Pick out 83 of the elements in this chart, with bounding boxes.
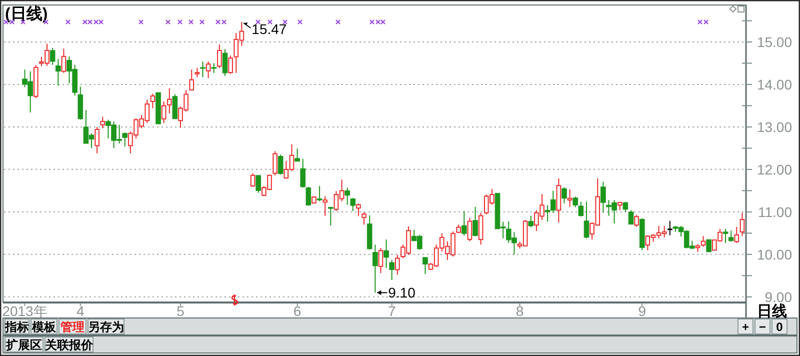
candlestick bbox=[395, 254, 400, 276]
candlestick bbox=[300, 158, 306, 188]
text: 扩展区 bbox=[5, 338, 42, 352]
y-tick-label: 10.00 bbox=[756, 246, 792, 262]
candlestick bbox=[740, 212, 745, 237]
candlestick bbox=[562, 186, 567, 204]
candlestick bbox=[378, 248, 384, 274]
y-tick-label: 11.00 bbox=[758, 204, 792, 220]
x-tick-label: 9 bbox=[638, 303, 646, 319]
candlestick bbox=[306, 186, 312, 206]
candlestick bbox=[478, 212, 484, 246]
candlestick bbox=[50, 47, 56, 66]
candlestick bbox=[278, 154, 284, 176]
candlestick bbox=[578, 201, 584, 218]
candlestick bbox=[384, 239, 389, 269]
candlestick bbox=[389, 259, 394, 280]
candlestick bbox=[622, 201, 628, 212]
candlestick bbox=[189, 69, 194, 90]
candlestick bbox=[722, 228, 728, 244]
candlestick bbox=[362, 212, 366, 226]
y-tick-label: 14.00 bbox=[756, 76, 792, 92]
candlestick bbox=[206, 61, 211, 79]
candlestick bbox=[567, 188, 572, 208]
candlestick bbox=[228, 55, 233, 74]
candlestick bbox=[584, 201, 590, 239]
candlestick bbox=[217, 44, 222, 68]
candlestick bbox=[256, 174, 262, 194]
chart-title: (日线) bbox=[5, 5, 48, 23]
x-tick-label: 6 bbox=[293, 303, 302, 319]
y-tick-label: 15.00 bbox=[756, 34, 792, 50]
candlestick bbox=[211, 62, 217, 74]
candlestick bbox=[316, 186, 322, 202]
x-tick-label: 8 bbox=[516, 303, 524, 319]
candlestick bbox=[222, 48, 228, 76]
candlestick bbox=[734, 226, 740, 244]
text: 管理 bbox=[60, 320, 84, 334]
candlestick bbox=[94, 126, 100, 154]
candlestick bbox=[172, 94, 178, 120]
candlestick bbox=[528, 215, 534, 228]
text: + bbox=[742, 320, 750, 334]
candlestick bbox=[666, 220, 674, 236]
candlestick bbox=[122, 132, 128, 147]
candlestick bbox=[728, 230, 734, 242]
candlestick bbox=[634, 214, 639, 228]
candlestick bbox=[272, 150, 278, 176]
candlestick bbox=[422, 256, 428, 274]
y-tick-label: 12.00 bbox=[756, 161, 792, 178]
candlestick bbox=[61, 48, 66, 74]
x-tick-label: 5 bbox=[176, 303, 185, 319]
candlestick bbox=[56, 58, 61, 86]
x-tick-label: 2013年 bbox=[2, 303, 48, 319]
candlestick bbox=[356, 202, 361, 217]
candlestick bbox=[328, 206, 334, 226]
text: 模板 bbox=[31, 320, 57, 334]
candlestick bbox=[150, 93, 156, 109]
candlestick bbox=[344, 187, 350, 206]
candlestick bbox=[472, 206, 478, 237]
annotation: 9.10 bbox=[388, 284, 416, 301]
text: 0 bbox=[776, 320, 784, 334]
candlestick bbox=[250, 172, 256, 188]
text: 日线 bbox=[757, 303, 787, 320]
annotation: 15.47 bbox=[252, 20, 287, 37]
candlestick bbox=[322, 196, 328, 216]
x-tick-label: 7 bbox=[388, 303, 396, 319]
text: − bbox=[758, 320, 766, 334]
text: 指标 bbox=[4, 320, 29, 334]
candlestick bbox=[572, 196, 578, 208]
candlestick bbox=[194, 67, 200, 78]
candlestick bbox=[700, 236, 706, 248]
candlestick bbox=[200, 61, 206, 78]
text: 另存为 bbox=[88, 320, 124, 334]
candlestick bbox=[467, 217, 472, 242]
x-tick-label: 4 bbox=[76, 303, 84, 319]
candlestick bbox=[600, 181, 606, 214]
candlestick bbox=[628, 210, 634, 225]
candlestick bbox=[350, 197, 356, 212]
candlestick bbox=[100, 116, 106, 129]
text: 关联报价 bbox=[44, 338, 94, 352]
candlestick bbox=[294, 148, 300, 162]
y-tick-label: 13.00 bbox=[756, 118, 792, 135]
candlestick bbox=[461, 210, 467, 236]
candlestick bbox=[706, 239, 712, 253]
candlestick bbox=[372, 244, 378, 294]
